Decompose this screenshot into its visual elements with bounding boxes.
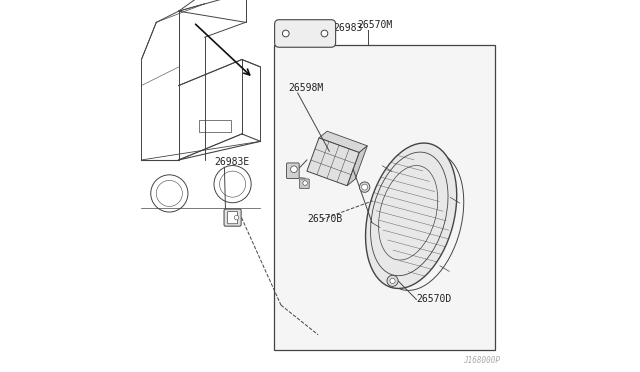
Text: 26570D: 26570D — [417, 295, 452, 304]
Circle shape — [360, 182, 370, 192]
Circle shape — [387, 275, 398, 286]
FancyBboxPatch shape — [300, 179, 309, 189]
Polygon shape — [319, 131, 367, 153]
Circle shape — [321, 30, 328, 37]
Polygon shape — [347, 146, 367, 186]
Text: J168000P: J168000P — [463, 356, 500, 365]
Text: 26598M: 26598M — [289, 83, 324, 93]
Circle shape — [234, 215, 239, 220]
Circle shape — [282, 30, 289, 37]
Ellipse shape — [365, 143, 457, 288]
Text: 26983E: 26983E — [214, 157, 249, 167]
FancyBboxPatch shape — [224, 209, 241, 226]
Bar — [273, 45, 495, 350]
Text: 26570B: 26570B — [307, 215, 342, 224]
FancyBboxPatch shape — [275, 20, 335, 47]
Circle shape — [362, 184, 367, 190]
Text: 26570M: 26570M — [357, 20, 392, 30]
Circle shape — [390, 278, 395, 283]
FancyBboxPatch shape — [287, 163, 299, 179]
Bar — [307, 138, 359, 186]
Circle shape — [291, 166, 298, 173]
Circle shape — [303, 181, 307, 185]
Text: 26983: 26983 — [333, 23, 362, 33]
FancyBboxPatch shape — [228, 212, 237, 224]
